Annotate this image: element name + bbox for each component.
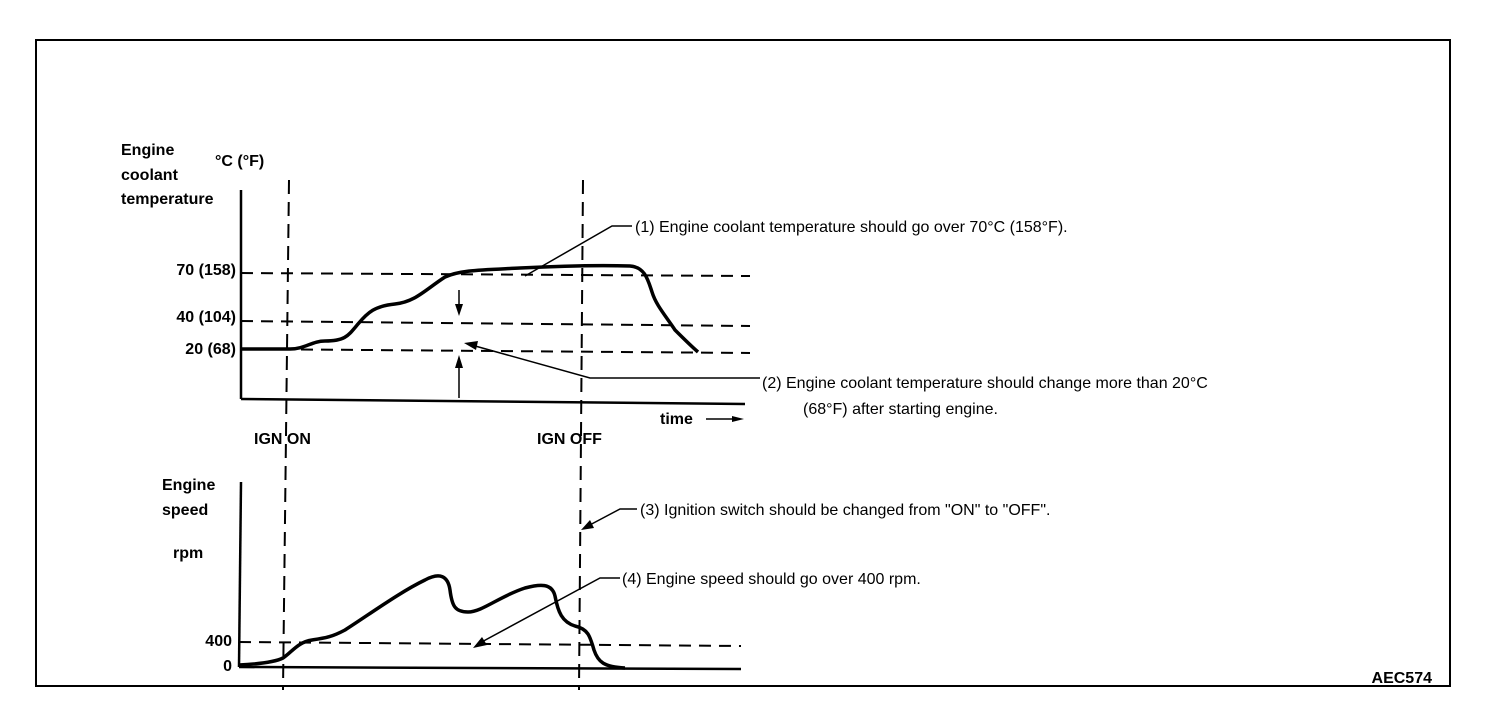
note-1: (1) Engine coolant temperature should go… [635,219,1068,236]
bottom-y-axis [237,481,243,668]
coolant-temperature-curve [241,263,700,354]
note-4: (4) Engine speed should go over 400 rpm. [622,571,921,588]
callout-1-leader [524,225,632,277]
ign-off-event-line [578,179,584,691]
callout-3-arrowhead [581,520,594,530]
top-y-title-line-1: Engine [121,142,174,159]
callout-4-leader [477,577,620,645]
callout-2: (2) Engine coolant temperature should ch… [464,341,1208,418]
callout-2-leader [467,343,760,379]
ref-line-400 [238,641,742,647]
callout-3: (3) Ignition switch should be changed fr… [581,502,1050,530]
note-2-line-1: (2) Engine coolant temperature should ch… [762,375,1208,392]
top-tick-40: 40 (104) [176,309,236,326]
ref-line-20 [240,348,751,354]
time-axis-label: time [660,411,693,428]
bottom-tick-0: 0 [223,658,232,675]
ign-on-label: IGN ON [254,431,311,448]
engine-speed-chart: Engine speed rpm 400 0 [162,477,742,675]
callout-1: (1) Engine coolant temperature should go… [524,219,1068,277]
top-y-unit: °C (°F) [215,153,264,170]
ref-line-70 [240,272,751,277]
delta-arrow-top-head [455,304,463,316]
bottom-tick-400: 400 [205,633,232,650]
coolant-temperature-chart: Engine coolant temperature °C (°F) 70 (1… [121,142,751,448]
top-y-title-line-3: temperature [121,191,214,208]
top-tick-70: 70 (158) [176,262,236,279]
bottom-y-title-line-2: speed [162,502,208,519]
callout-4: (4) Engine speed should go over 400 rpm. [473,571,921,648]
top-x-axis [240,397,746,406]
note-3: (3) Ignition switch should be changed fr… [640,502,1050,519]
ign-on-event-line [282,179,290,691]
note-2-line-2: (68°F) after starting engine. [803,401,998,418]
bottom-y-unit: rpm [173,545,203,562]
bottom-x-axis [238,665,742,671]
bottom-y-title-line-1: Engine [162,477,215,494]
ref-line-40 [240,320,751,327]
top-tick-20: 20 (68) [185,341,236,358]
top-y-title-line-2: coolant [121,167,179,184]
callout-3-leader [585,508,637,528]
ign-off-label: IGN OFF [537,431,602,448]
engine-speed-curve [238,574,626,670]
figure-id: AEC574 [1372,670,1433,687]
callout-2-arrowhead [464,341,478,350]
time-arrow-head [732,416,744,422]
delta-arrow-bottom-head [455,355,463,368]
figure-frame [35,39,1451,687]
callout-4-arrowhead [473,637,487,648]
